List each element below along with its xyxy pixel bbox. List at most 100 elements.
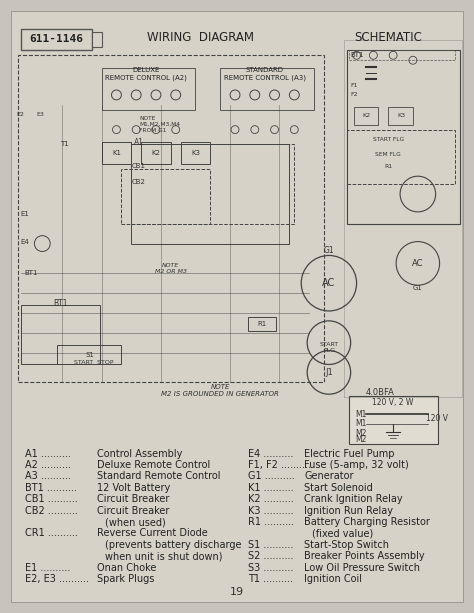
Text: SCHEMATIC: SCHEMATIC xyxy=(354,31,422,44)
Text: T1: T1 xyxy=(60,142,69,148)
Text: Spark Plugs: Spark Plugs xyxy=(97,574,154,584)
Text: BT1: BT1 xyxy=(25,270,38,276)
Bar xyxy=(20,305,100,365)
Text: F1: F1 xyxy=(351,83,358,88)
Text: E3: E3 xyxy=(36,112,44,117)
Bar xyxy=(346,50,460,224)
Text: Standard Remote Control: Standard Remote Control xyxy=(97,471,220,481)
Text: Circuit Breaker: Circuit Breaker xyxy=(97,506,169,516)
Text: Reverse Current Diode: Reverse Current Diode xyxy=(97,528,208,538)
Text: 120 V, 2 W: 120 V, 2 W xyxy=(373,398,414,406)
Text: A1 ..........: A1 .......... xyxy=(25,449,71,459)
Text: K2: K2 xyxy=(152,150,160,156)
Text: (fixed value): (fixed value) xyxy=(312,528,374,538)
Text: NOTE
M2 IS GROUNDED IN GENERATOR: NOTE M2 IS GROUNDED IN GENERATOR xyxy=(161,384,279,397)
Bar xyxy=(20,29,92,50)
Text: WIRING  DIAGRAM: WIRING DIAGRAM xyxy=(147,31,254,44)
Text: S1 ..........: S1 .......... xyxy=(248,540,293,550)
Text: Fuse (5-amp, 32 volt): Fuse (5-amp, 32 volt) xyxy=(304,460,409,470)
Bar xyxy=(181,142,210,164)
Bar xyxy=(248,317,275,331)
Text: BT1: BT1 xyxy=(351,52,364,58)
Text: NOTE
M2 OR M3: NOTE M2 OR M3 xyxy=(155,263,187,274)
Text: BT1 ..........: BT1 .......... xyxy=(25,483,76,493)
Text: E4 ..........: E4 .......... xyxy=(248,449,293,459)
Text: CB1 ..........: CB1 .......... xyxy=(25,494,77,504)
Bar xyxy=(57,345,121,365)
Text: when unit is shut down): when unit is shut down) xyxy=(105,551,222,562)
Text: A2 ..........: A2 .......... xyxy=(25,460,71,470)
Text: R1: R1 xyxy=(384,164,392,169)
Text: 611-1146: 611-1146 xyxy=(29,34,83,44)
Text: T1 ..........: T1 .......... xyxy=(248,574,293,584)
Bar xyxy=(101,68,195,110)
Text: E1 ..........: E1 .......... xyxy=(25,563,70,573)
Text: START
PLG: START PLG xyxy=(319,342,338,353)
Text: G1 ..........: G1 .......... xyxy=(248,471,295,481)
Text: Breaker Points Assembly: Breaker Points Assembly xyxy=(304,551,425,562)
Text: START FLG: START FLG xyxy=(373,137,404,142)
Text: 19: 19 xyxy=(230,587,244,598)
Bar xyxy=(346,129,456,184)
Text: (prevents battery discharge: (prevents battery discharge xyxy=(105,540,241,550)
Text: BT1: BT1 xyxy=(53,299,67,308)
Bar xyxy=(220,68,314,110)
Bar xyxy=(18,55,324,383)
Text: Start-Stop Switch: Start-Stop Switch xyxy=(304,540,389,550)
Text: M2: M2 xyxy=(356,429,367,438)
Text: R1 ..........: R1 .......... xyxy=(248,517,294,527)
Bar xyxy=(121,169,210,224)
Text: SEM FLG: SEM FLG xyxy=(375,152,401,157)
Text: E2, E3 ..........: E2, E3 .......... xyxy=(25,574,89,584)
Text: E4: E4 xyxy=(20,238,29,245)
Text: DELUXE
REMOTE CONTROL (A2): DELUXE REMOTE CONTROL (A2) xyxy=(105,67,187,81)
Bar xyxy=(349,396,438,444)
Text: NOTE
M1,M2,M3,M4
FROM G1: NOTE M1,M2,M3,M4 FROM G1 xyxy=(139,116,180,133)
Text: Circuit Breaker: Circuit Breaker xyxy=(97,494,169,504)
Text: CB2 ..........: CB2 .......... xyxy=(25,506,77,516)
Text: J1: J1 xyxy=(325,368,333,377)
Bar xyxy=(388,107,413,124)
Bar xyxy=(349,50,456,60)
Text: K3: K3 xyxy=(191,150,200,156)
Text: Battery Charging Resistor: Battery Charging Resistor xyxy=(304,517,430,527)
Text: Ignition Coil: Ignition Coil xyxy=(304,574,362,584)
Text: F1, F2 ..........: F1, F2 .......... xyxy=(248,460,311,470)
Text: Generator: Generator xyxy=(304,471,354,481)
Text: E1: E1 xyxy=(20,211,29,217)
Text: M2: M2 xyxy=(356,435,367,444)
Text: A3 ..........: A3 .......... xyxy=(25,471,71,481)
Text: AC: AC xyxy=(322,278,336,288)
Text: K2 ..........: K2 .......... xyxy=(248,494,293,504)
Text: S3 ..........: S3 .......... xyxy=(248,563,293,573)
Text: K2: K2 xyxy=(363,113,371,118)
Text: START  STOP: START STOP xyxy=(74,360,113,365)
Text: A1: A1 xyxy=(134,138,144,147)
Text: K1 ..........: K1 .......... xyxy=(248,483,293,493)
Text: F2: F2 xyxy=(351,93,358,97)
Text: AC: AC xyxy=(412,259,424,268)
Bar xyxy=(131,145,290,243)
Text: 4.0BFA: 4.0BFA xyxy=(366,387,395,397)
Text: Low Oil Pressure Switch: Low Oil Pressure Switch xyxy=(304,563,420,573)
Bar xyxy=(354,107,378,124)
Text: Control Assembly: Control Assembly xyxy=(97,449,182,459)
Text: M1: M1 xyxy=(356,409,367,419)
Text: Ignition Run Relay: Ignition Run Relay xyxy=(304,506,393,516)
Bar xyxy=(101,142,131,164)
Text: Onan Choke: Onan Choke xyxy=(97,563,156,573)
Text: K1: K1 xyxy=(112,150,121,156)
Text: CB1: CB1 xyxy=(131,163,145,169)
Bar xyxy=(92,31,101,47)
Text: M1: M1 xyxy=(356,419,367,428)
Text: 12 Volt Battery: 12 Volt Battery xyxy=(97,483,170,493)
Text: (when used): (when used) xyxy=(105,517,165,527)
Text: R1: R1 xyxy=(257,321,266,327)
Text: S2 ..........: S2 .......... xyxy=(248,551,293,562)
Text: G1: G1 xyxy=(413,285,423,291)
Text: 120 V: 120 V xyxy=(426,414,448,424)
Bar xyxy=(141,142,171,164)
Text: K3 ..........: K3 .......... xyxy=(248,506,293,516)
Text: S1: S1 xyxy=(85,352,94,357)
Text: Electric Fuel Pump: Electric Fuel Pump xyxy=(304,449,395,459)
